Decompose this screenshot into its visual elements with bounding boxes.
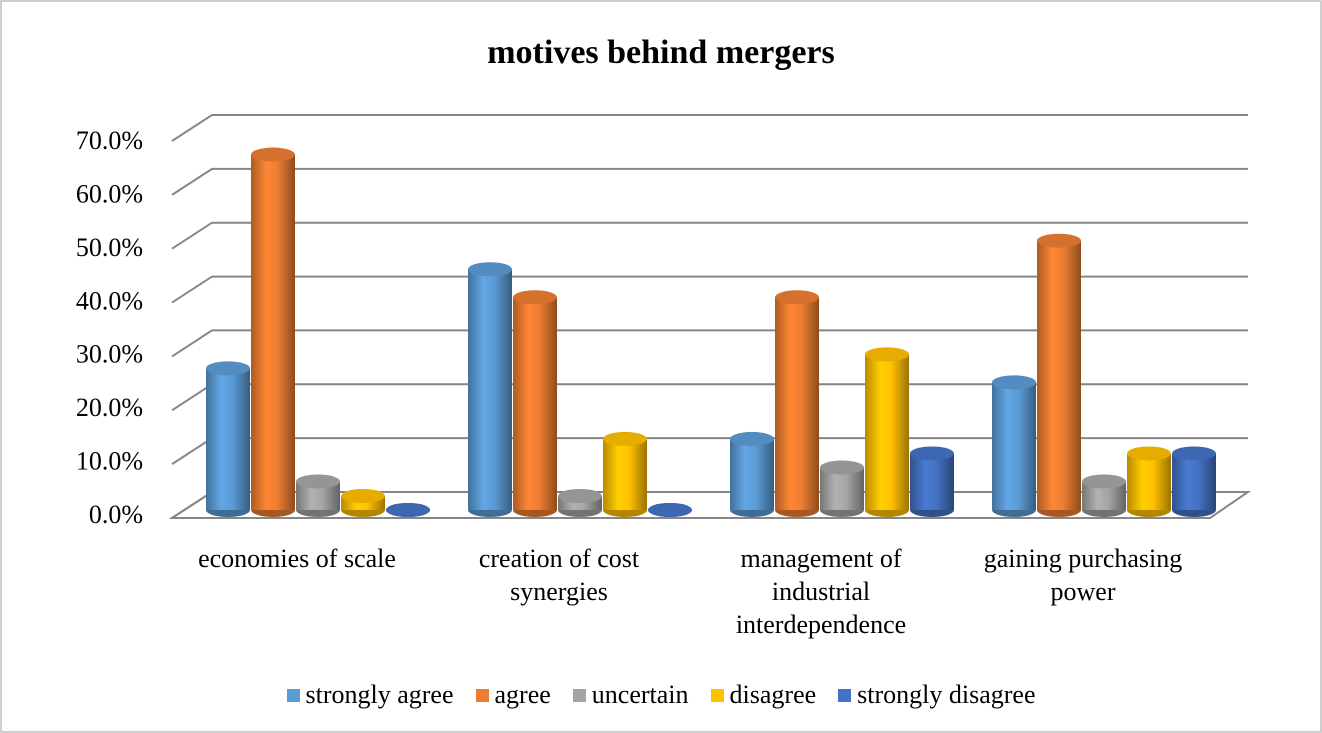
y-tick-label: 50.0% (76, 233, 143, 262)
y-tick-label: 40.0% (76, 286, 143, 315)
legend: strongly agree agree uncertain disagree stro… (0, 680, 1322, 710)
bar-top (775, 290, 819, 305)
x-tick-label: gaining purchasing power (983, 544, 1183, 606)
bar (820, 460, 864, 517)
bar-body (468, 269, 512, 510)
x-tick-label: management of industrial interdependence (735, 544, 907, 639)
bar-body (206, 368, 250, 510)
bar-body (1127, 453, 1171, 510)
bar (1037, 233, 1081, 517)
bar (558, 488, 602, 517)
bar-body (1037, 240, 1081, 510)
bar-top (296, 474, 340, 489)
bar-top (513, 290, 557, 305)
bar-top (1082, 474, 1126, 489)
legend-label: agree (494, 680, 551, 709)
bar-top (820, 460, 864, 475)
bar (730, 431, 774, 517)
bar (1127, 446, 1171, 517)
bar-top (558, 488, 602, 503)
bar-top (206, 361, 250, 376)
chart-title: motives behind mergers (487, 34, 835, 71)
bar (1082, 474, 1126, 517)
y-tick-label: 70.0% (76, 126, 143, 155)
bar-top (648, 503, 692, 517)
legend-item: strongly agree (286, 680, 454, 710)
bar-top (1037, 233, 1081, 248)
legend-swatch (475, 688, 489, 702)
bar-top (730, 431, 774, 446)
grid-line (171, 329, 1248, 358)
grid-line (171, 221, 1248, 250)
legend-item: disagree (710, 680, 817, 710)
legend-item: uncertain (572, 680, 689, 710)
bar (910, 446, 954, 517)
bar-top (910, 446, 954, 461)
bar-body (603, 438, 647, 510)
bar (865, 347, 909, 517)
bar-body (1172, 453, 1216, 510)
bar-top (1172, 446, 1216, 461)
bar (1172, 446, 1216, 517)
legend-swatch (286, 688, 300, 702)
legend-item: agree (475, 680, 551, 710)
y-tick-label: 20.0% (76, 393, 143, 422)
bar-body (992, 382, 1036, 510)
bar-body (775, 297, 819, 510)
bar (648, 503, 692, 517)
bar (251, 147, 295, 517)
legend-swatch (838, 688, 852, 702)
y-tick-label: 0.0% (89, 500, 143, 529)
grid-line (171, 275, 1248, 304)
bar (296, 474, 340, 517)
bar-body (910, 453, 954, 510)
legend-item: strongly disagree (838, 680, 1036, 710)
bar (775, 290, 819, 517)
bar-body (730, 438, 774, 510)
bar (513, 290, 557, 517)
x-tick-label: economies of scale (198, 544, 396, 573)
bar-body (865, 354, 909, 510)
bar (603, 431, 647, 517)
bar-top (468, 262, 512, 277)
legend-label: uncertain (591, 680, 689, 709)
bar (992, 375, 1036, 517)
legend-label: strongly agree (305, 680, 454, 709)
legend-swatch (572, 688, 586, 702)
legend-label: strongly disagree (857, 680, 1036, 709)
bar-top (251, 147, 295, 162)
y-tick-label: 60.0% (76, 179, 143, 208)
bar (386, 503, 430, 517)
bar (341, 488, 385, 517)
bar-body (251, 154, 295, 511)
bar-body (820, 467, 864, 510)
grid-line (171, 114, 1248, 142)
x-tick-label: creation of cost synergies (478, 544, 640, 606)
bar (468, 262, 512, 517)
bar-top (865, 347, 909, 362)
bar-body (513, 297, 557, 510)
y-tick-label: 10.0% (76, 447, 143, 476)
bar (206, 361, 250, 517)
bar-top (603, 431, 647, 446)
legend-swatch (710, 688, 724, 702)
grid-line (171, 167, 1248, 196)
bar-top (386, 503, 430, 517)
floor (168, 491, 1252, 519)
bar-top (1127, 446, 1171, 461)
bar-top (341, 488, 385, 503)
bar-top (992, 375, 1036, 390)
y-tick-label: 30.0% (76, 340, 143, 369)
legend-label: disagree (729, 680, 817, 709)
